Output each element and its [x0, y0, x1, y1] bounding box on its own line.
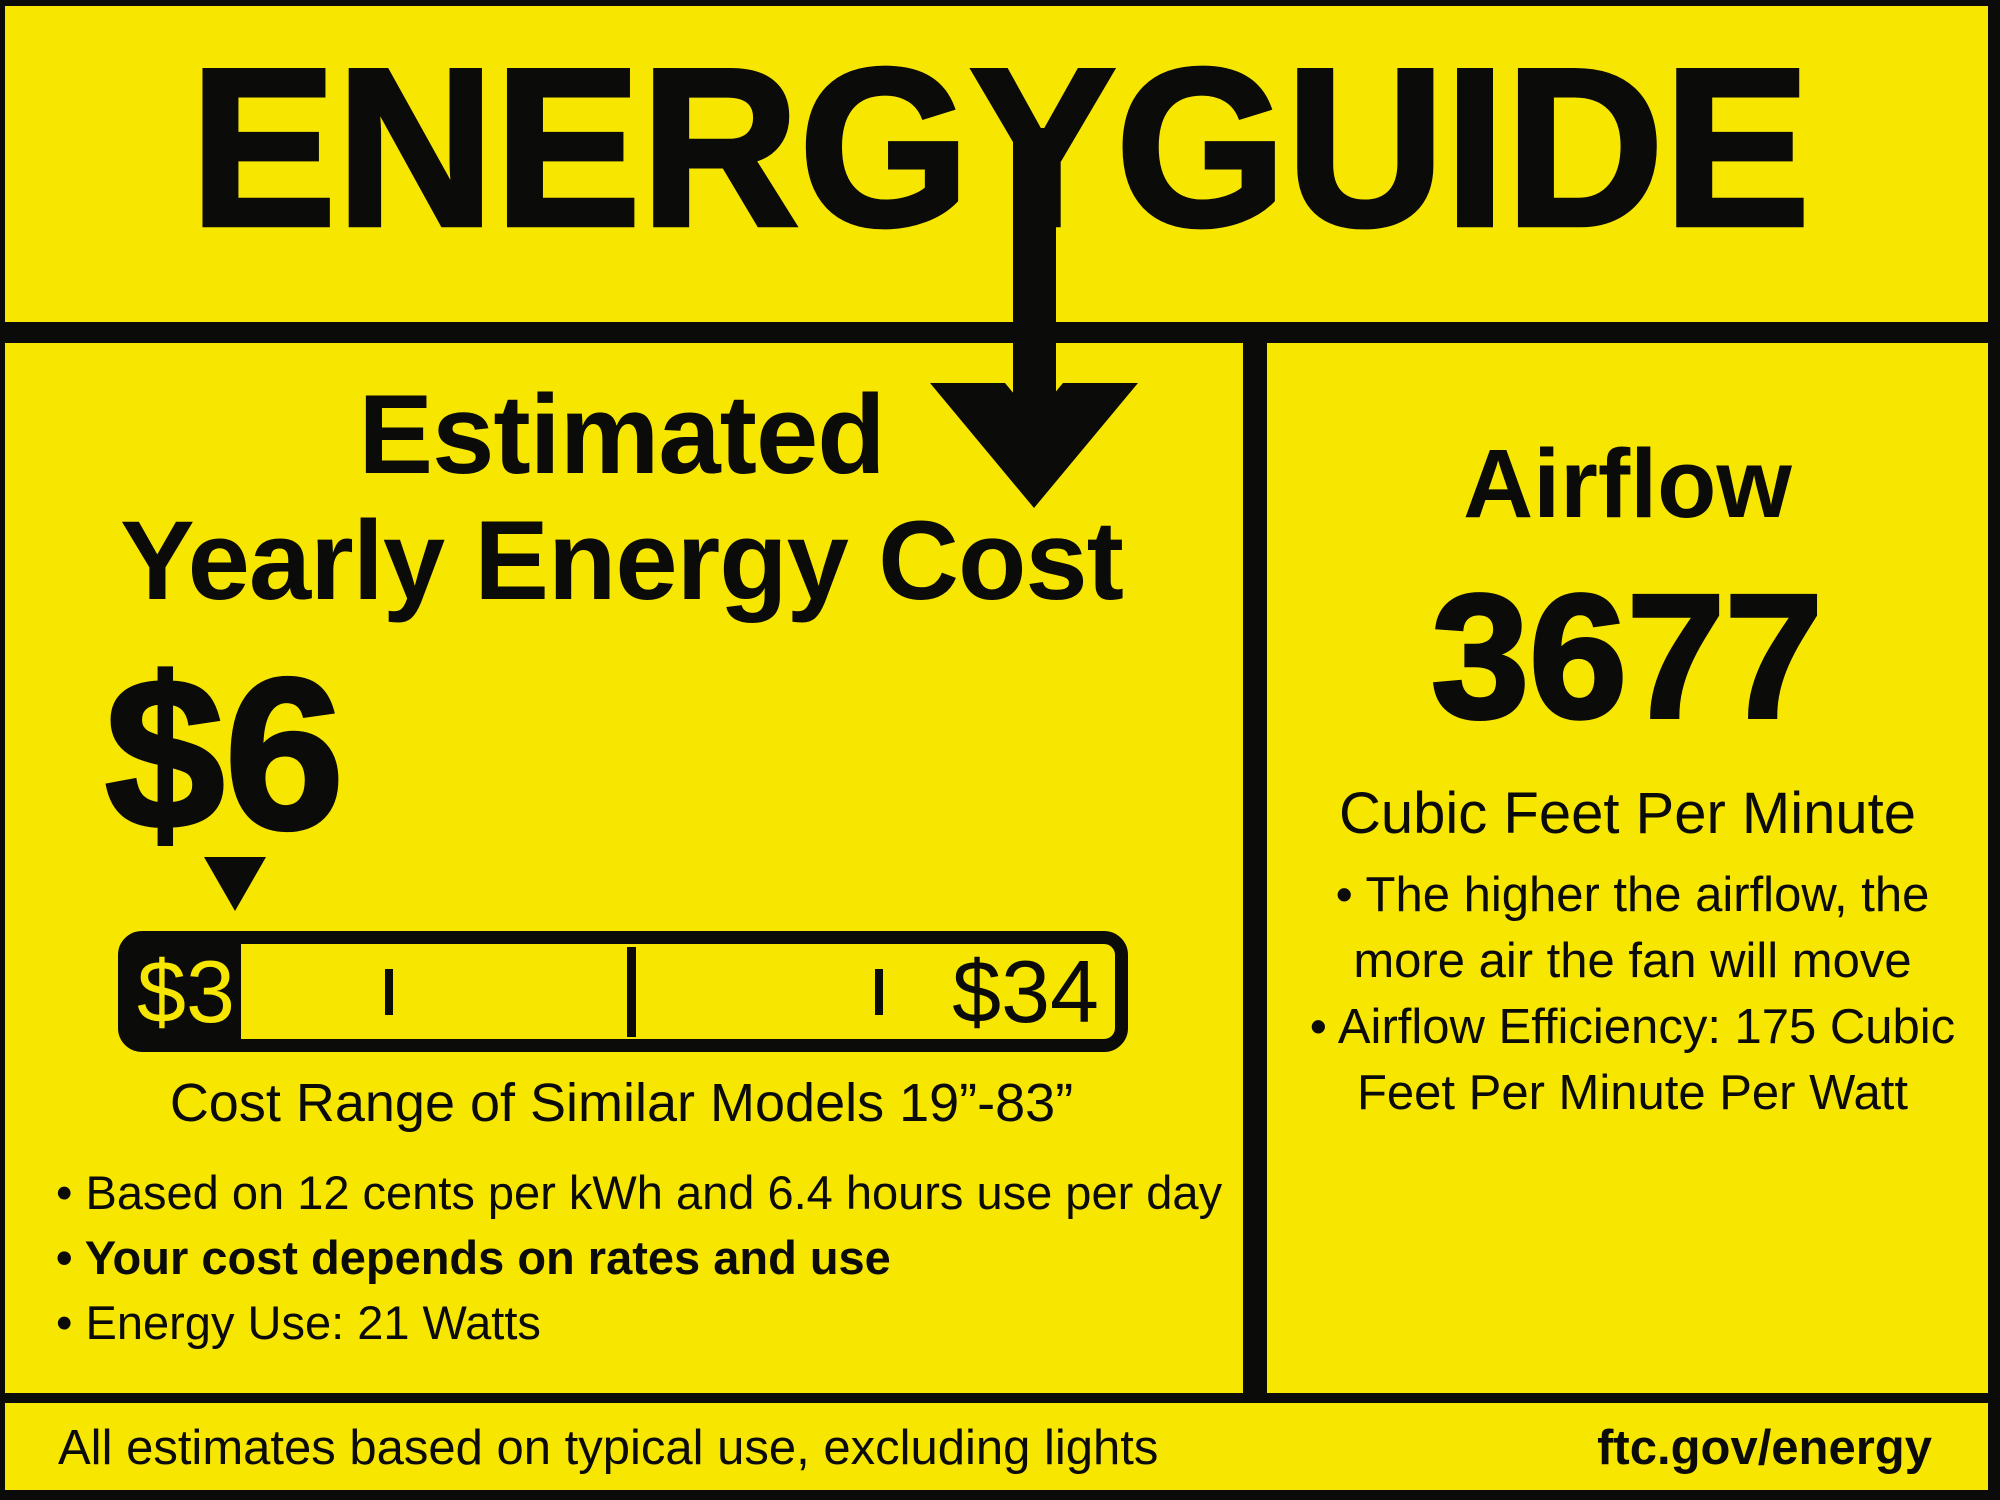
- note-text: Based on 12 cents per kWh and 6.4 hours …: [85, 1166, 1223, 1219]
- note-text: The higher the airflow, the: [1365, 868, 1930, 922]
- list-item: • Your cost depends on rates and use: [56, 1225, 1231, 1290]
- title-and-arrow-graphic: ENERGYGUIDE: [188, 20, 1812, 508]
- cost-range-scale: $3 $34: [118, 931, 1128, 1052]
- list-item: • Energy Use: 21 Watts: [56, 1290, 1231, 1355]
- airflow-value-text: 3677: [1431, 560, 1823, 755]
- scale-tick-center: [627, 946, 636, 1037]
- list-item: • Based on 12 cents per kWh and 6.4 hour…: [56, 1160, 1231, 1225]
- bullet-icon: •: [56, 1296, 73, 1349]
- note-text: Feet Per Minute Per Watt: [1357, 1066, 1908, 1120]
- title-separator-line: [0, 322, 2000, 343]
- note-text: Energy Use: 21 Watts: [85, 1296, 541, 1349]
- energyguide-title: ENERGYGUIDE: [190, 21, 1810, 273]
- estimated-yearly-energy-cost-heading: Estimated Yearly Energy Cost: [0, 372, 1243, 624]
- note-text: Airflow Efficiency: 175 Cubic: [1337, 1000, 1956, 1054]
- scale-tick: [875, 968, 883, 1015]
- heading-line-2: Yearly Energy Cost: [120, 498, 1124, 623]
- cost-notes-list: • Based on 12 cents per kWh and 6.4 hour…: [56, 1160, 1231, 1355]
- border-left: [0, 0, 5, 1500]
- down-arrow-icon: [930, 128, 1138, 508]
- border-right: [1988, 0, 2000, 1500]
- scale-min-label: $3: [131, 942, 241, 1041]
- bullet-icon: •: [1309, 1000, 1327, 1054]
- list-item-line: more air the fan will move: [1277, 928, 1988, 994]
- scale-caption: Cost Range of Similar Models 19”-83”: [169, 1073, 1074, 1133]
- border-top: [0, 0, 2000, 6]
- footer-url: ftc.gov/energy: [1597, 1421, 1932, 1475]
- list-item-line: • Airflow Efficiency: 175 Cubic: [1277, 994, 1988, 1060]
- list-item-line: • The higher the airflow, the: [1277, 862, 1988, 928]
- list-item-line: Feet Per Minute Per Watt: [1277, 1060, 1988, 1126]
- airflow-value: 3677: [1429, 560, 1825, 757]
- scale-tick: [385, 968, 393, 1015]
- bullet-icon: •: [1335, 868, 1353, 922]
- airflow-heading: Airflow: [1463, 429, 1792, 538]
- heading-line-1: Estimated: [358, 372, 885, 497]
- footer-disclaimer: All estimates based on typical use, excl…: [58, 1421, 1159, 1475]
- panel-divider-line: [1243, 322, 1267, 1393]
- airflow-notes-list: • The higher the airflow, the more air t…: [1277, 862, 1988, 1126]
- bullet-icon: •: [56, 1166, 73, 1219]
- scale-max-label: $34: [952, 941, 1099, 1041]
- cost-value-text: $6: [105, 655, 344, 865]
- cost-marker-triangle-icon: [204, 857, 266, 911]
- airflow-unit: Cubic Feet Per Minute: [1338, 781, 1917, 846]
- footer-separator-line: [0, 1393, 2000, 1403]
- note-text: more air the fan will move: [1353, 934, 1912, 988]
- bullet-icon: •: [56, 1231, 73, 1284]
- note-text: Your cost depends on rates and use: [84, 1231, 891, 1284]
- yearly-cost-value: $6: [105, 655, 346, 865]
- border-bottom: [0, 1490, 2000, 1500]
